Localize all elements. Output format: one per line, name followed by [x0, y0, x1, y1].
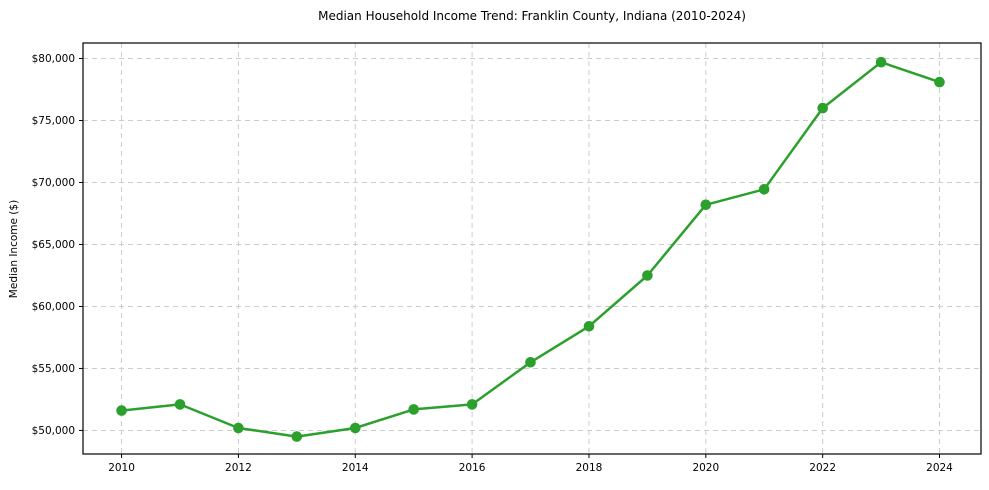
data-point: [583, 321, 595, 332]
data-point: [466, 399, 478, 410]
data-point: [642, 270, 653, 281]
data-point: [934, 76, 945, 88]
plot-frame: [82, 42, 982, 455]
trend-line: [120, 60, 941, 438]
y-tick-label: $60,000: [32, 301, 75, 313]
y-tick-label: $70,000: [32, 177, 75, 189]
data-point: [291, 431, 303, 442]
x-tick-label: 2020: [692, 462, 719, 474]
data-point: [350, 422, 361, 434]
data-point: [758, 184, 770, 195]
y-tick-label: $65,000: [32, 239, 75, 251]
data-point: [817, 102, 828, 114]
data-point: [525, 357, 536, 368]
data-point: [875, 56, 887, 68]
x-tick-label: 2016: [459, 462, 486, 474]
chart-title: Median Household Income Trend: Franklin …: [318, 9, 746, 23]
x-tick-label: 2022: [809, 462, 836, 474]
data-point: [233, 422, 244, 434]
x-tick-label: 2014: [342, 462, 369, 474]
data-point: [174, 399, 186, 410]
x-tick-label: 2018: [576, 462, 603, 474]
y-tick-label: $75,000: [32, 115, 75, 127]
x-tick-label: 2012: [225, 462, 252, 474]
y-tick-label: $80,000: [32, 53, 75, 65]
data-point: [408, 404, 420, 415]
y-tick-label: $55,000: [32, 363, 75, 375]
data-point: [700, 199, 712, 211]
x-tick-label: 2010: [108, 462, 135, 474]
y-tick-label: $50,000: [32, 425, 75, 437]
x-tick-label: 2024: [926, 462, 953, 474]
data-point: [116, 405, 127, 416]
